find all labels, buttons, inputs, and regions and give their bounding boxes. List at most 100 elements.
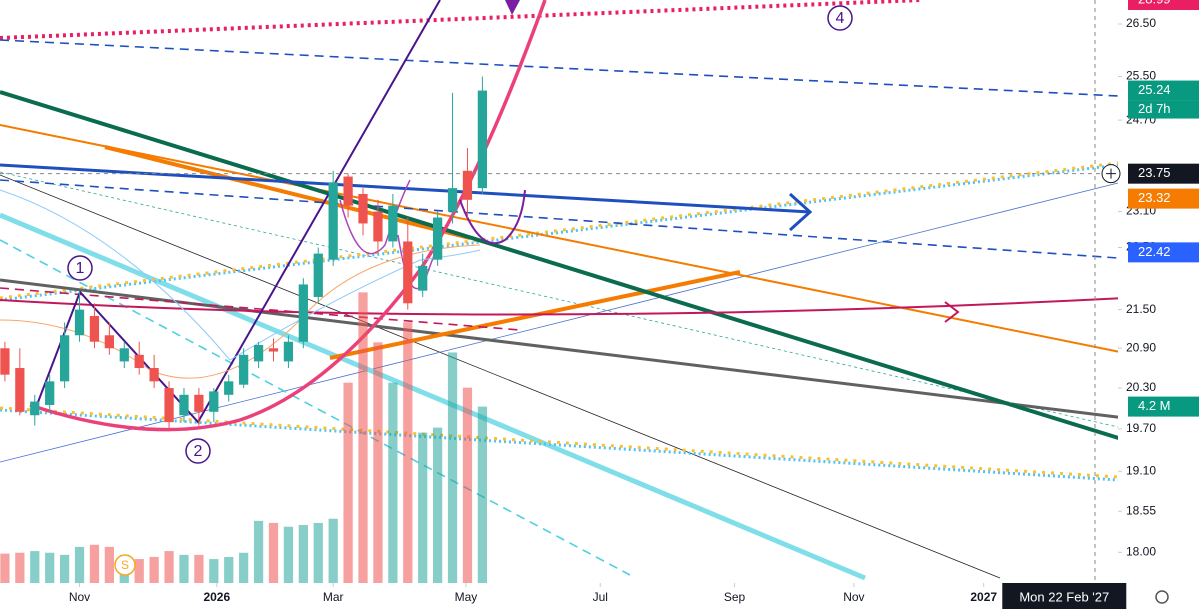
volume-bar [313, 522, 323, 583]
x-tick-label: Nov [843, 590, 864, 604]
volume-bar [59, 554, 70, 583]
candle-body [149, 368, 159, 382]
volume-bar [104, 546, 114, 583]
volume-bar [373, 342, 383, 583]
trend-line [0, 287, 521, 331]
volume-bar [283, 526, 294, 583]
volume-bar [477, 406, 488, 583]
countdown-badge [1128, 100, 1199, 119]
x-tick-label: 2027 [970, 590, 997, 604]
arrow-marker [505, 0, 520, 15]
x-tick-label: Sep [724, 590, 746, 604]
trend-line [0, 182, 1119, 463]
candle-body [462, 170, 473, 200]
wave-label-circle [185, 438, 211, 464]
candle-body [477, 90, 488, 189]
settings-icon [1155, 590, 1169, 604]
price-badge [1128, 242, 1199, 263]
candle-body [298, 284, 308, 342]
volume [0, 292, 488, 583]
volume-bar [74, 546, 85, 583]
candles [0, 76, 488, 430]
price-badge-label: 28.99 [1138, 0, 1171, 6]
event-marker [114, 554, 136, 576]
candle-body [373, 211, 383, 242]
volume-bar [298, 525, 308, 583]
trend-line [0, 124, 1126, 354]
candle-body [134, 354, 144, 369]
volume-bar [179, 554, 189, 583]
curve [459, 189, 526, 245]
trend-line [0, 163, 1119, 302]
volume-bar [403, 322, 413, 583]
volume-bar [0, 553, 10, 583]
candle-body [418, 265, 428, 291]
y-tick-label: 26.50 [1126, 16, 1156, 30]
x-tick-label: 2026 [203, 590, 230, 604]
annotations: 1 2 4 S [67, 5, 1169, 604]
candle-body [15, 368, 25, 412]
volume-bar [343, 382, 353, 583]
volume-bar [149, 556, 159, 583]
candle-body [104, 335, 114, 349]
trend-line [0, 179, 1119, 259]
volume-bar [328, 518, 338, 583]
arrow-head [944, 301, 960, 323]
y-tick-label: 19.70 [1126, 421, 1156, 435]
volume-bar [268, 522, 279, 583]
volume-badge-label: 4.2 M [1138, 398, 1171, 413]
trend-line [0, 171, 1119, 428]
price-badge-label: 25.24 [1138, 82, 1171, 97]
volume-bar [462, 387, 473, 583]
time-axis-bg [0, 583, 1199, 609]
trend-line [0, 212, 866, 581]
x-tick-label: May [455, 590, 478, 604]
volume-bar [239, 552, 249, 583]
candle-body [268, 348, 279, 352]
trend-line [0, 163, 811, 214]
candle-body [0, 348, 10, 375]
volume-bar [194, 554, 204, 583]
y-tick-label: 19.10 [1126, 463, 1156, 477]
volume-bar [418, 432, 428, 583]
candle-body [30, 401, 40, 416]
parabola [29, 0, 547, 432]
volume-bar [447, 352, 458, 583]
candle-body [253, 345, 264, 362]
candle-body [388, 205, 398, 242]
wave-label: 2 [194, 443, 203, 460]
candle-body [432, 217, 443, 260]
y-tick-label: 21.50 [1126, 302, 1156, 316]
price-badge [1128, 80, 1199, 101]
candle-body [239, 354, 249, 385]
volume-bar [358, 292, 368, 583]
x-tick-label: Mar [323, 590, 344, 604]
candle-body [45, 381, 55, 405]
volume-bar [224, 556, 234, 583]
y-tick-label: 18.55 [1126, 503, 1156, 517]
volume-badge [1128, 396, 1199, 417]
volume-bar [45, 552, 55, 583]
y-tick-label: 20.30 [1126, 380, 1156, 394]
x-tick-label: Nov [69, 590, 90, 604]
crosshair-plus-icon [1106, 168, 1116, 179]
trend-line [0, 406, 1119, 479]
moving-average [0, 189, 481, 361]
volume-bar [209, 559, 219, 583]
trend-line [104, 145, 471, 240]
curve [339, 179, 411, 255]
wave-label-circle [827, 5, 853, 31]
candle-body [343, 176, 353, 206]
y-tick-label: 20.90 [1126, 340, 1156, 354]
volume-bar [388, 382, 398, 583]
trend-line [0, 174, 1001, 579]
volume-bar [432, 427, 443, 583]
price-badge-label: 23.32 [1138, 190, 1171, 205]
wave-label: 4 [836, 10, 845, 27]
candle-body [194, 394, 204, 412]
wave-label: 1 [76, 260, 85, 277]
volume-bar [253, 520, 264, 583]
